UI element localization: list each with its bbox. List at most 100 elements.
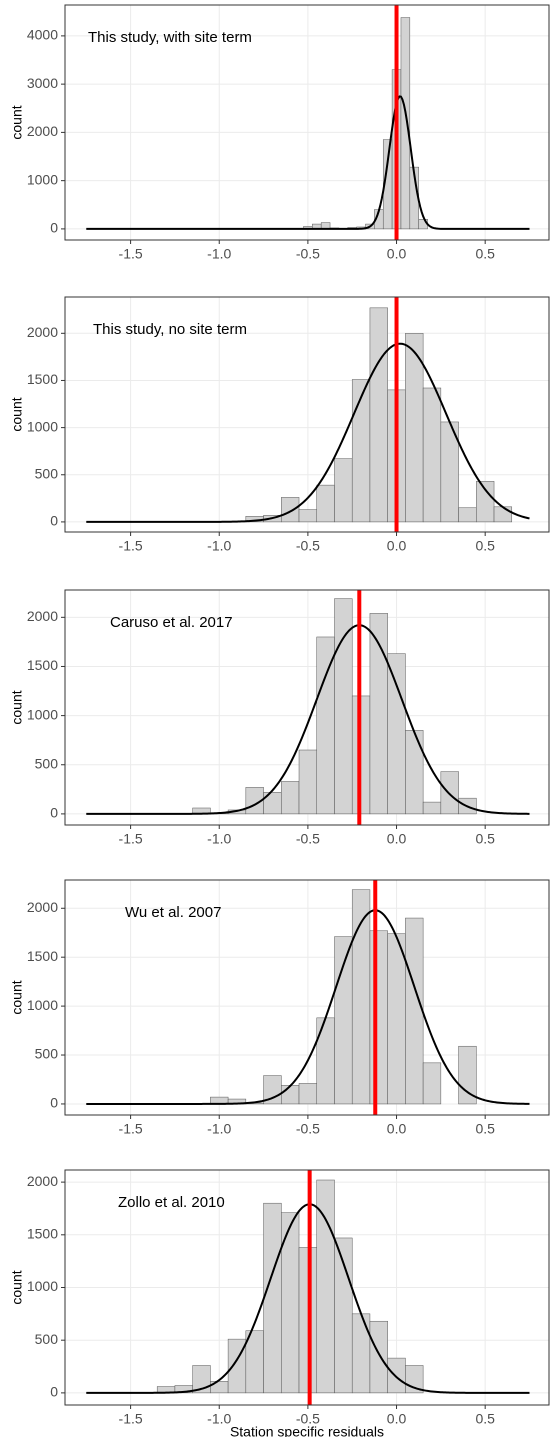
bar [298,1083,318,1105]
bar [405,917,424,1105]
y-tick-label: 500 [35,465,59,481]
y-tick-label: 2000 [27,1173,58,1189]
annotation: Caruso et al. 2017 [110,614,233,631]
x-tick-label: 0.5 [475,246,495,262]
bar [351,1313,371,1394]
bar [422,387,442,523]
bar [281,1085,300,1105]
bar [281,497,300,523]
bar [387,653,406,815]
fit-curve [86,342,530,523]
bar [493,506,513,523]
x-tick-label: -1.0 [207,538,231,554]
plot-border [64,4,550,241]
plot-border [64,589,550,826]
y-axis-label: count [9,1270,25,1304]
x-tick-label: -0.5 [296,1121,320,1137]
plot-border [64,296,550,533]
x-tick-label: -1.0 [207,246,231,262]
bar [369,1320,388,1394]
annotation: This study, with site term [88,29,252,46]
y-tick-label: 500 [35,1046,59,1062]
y-tick-label: 3000 [27,75,58,91]
x-tick-label: -1.5 [119,1411,143,1427]
y-tick-label: 1500 [27,657,58,673]
x-tick-label: 0.0 [387,246,407,262]
bar [281,781,300,815]
plot-background [65,297,549,532]
x-tick-label: -0.5 [296,246,320,262]
fit-curve [86,624,530,815]
y-tick-label: 1500 [27,1226,58,1242]
bar [334,936,353,1105]
y-tick-label: 2000 [27,899,58,915]
bar [369,307,388,523]
x-tick-label: -1.0 [207,831,231,847]
bar [298,509,318,523]
y-tick-label: 1500 [27,371,58,387]
bar [316,484,335,523]
x-tick-label: -0.5 [296,1411,320,1427]
fit-curve [86,95,530,230]
bar [316,1017,335,1105]
bar [298,749,318,815]
x-tick-label: -1.5 [119,538,143,554]
x-tick-label: 0.5 [475,1411,495,1427]
y-tick-label: 1500 [27,948,58,964]
fit-curve [86,909,530,1105]
plot-border [64,879,550,1116]
y-tick-label: 1000 [27,171,58,187]
x-tick-label: 0.5 [475,831,495,847]
x-tick-label: 0.5 [475,1121,495,1137]
x-tick-label: -0.5 [296,831,320,847]
bar [316,636,335,815]
bar [405,730,424,815]
y-tick-label: 1000 [27,706,58,722]
bar [422,1062,442,1105]
x-tick-label: 0.0 [387,538,407,554]
bar [458,507,477,523]
y-tick-label: 500 [35,1331,59,1347]
bar [476,481,495,523]
y-tick-label: 1000 [27,997,58,1013]
annotation: Zollo et al. 2010 [118,1194,225,1211]
plot-border [64,1169,550,1406]
bar [400,17,411,230]
y-tick-label: 2000 [27,608,58,624]
y-tick-label: 0 [50,1095,58,1111]
plot-background [65,5,549,240]
x-tick-label: 0.5 [475,538,495,554]
y-tick-label: 0 [50,1384,58,1400]
annotation: This study, no site term [93,321,247,338]
y-tick-label: 2000 [27,324,58,340]
x-axis-label: Station specific residuals [230,1424,384,1437]
y-tick-label: 0 [50,513,58,529]
y-tick-label: 1000 [27,418,58,434]
bar [334,458,353,523]
y-axis-label: count [9,980,25,1014]
y-tick-label: 1000 [27,1278,58,1294]
bar [387,1357,406,1394]
x-tick-label: -1.5 [119,831,143,847]
x-tick-label: 0.0 [387,831,407,847]
x-tick-label: -1.5 [119,1121,143,1137]
bar [316,1179,335,1394]
x-tick-label: -0.5 [296,538,320,554]
x-tick-label: 0.0 [387,1411,407,1427]
bar [422,801,442,815]
bar [387,933,406,1105]
y-tick-label: 500 [35,755,59,771]
x-tick-label: 0.0 [387,1121,407,1137]
x-tick-label: -1.0 [207,1411,231,1427]
x-tick-label: -1.5 [119,246,143,262]
y-tick-label: 2000 [27,123,58,139]
y-tick-label: 4000 [27,27,58,43]
y-tick-label: 0 [50,220,58,236]
y-axis-label: count [9,397,25,431]
bar [192,1365,211,1394]
y-axis-label: count [9,105,25,139]
y-axis-label: count [9,690,25,724]
y-tick-label: 0 [50,805,58,821]
bar [369,930,388,1105]
